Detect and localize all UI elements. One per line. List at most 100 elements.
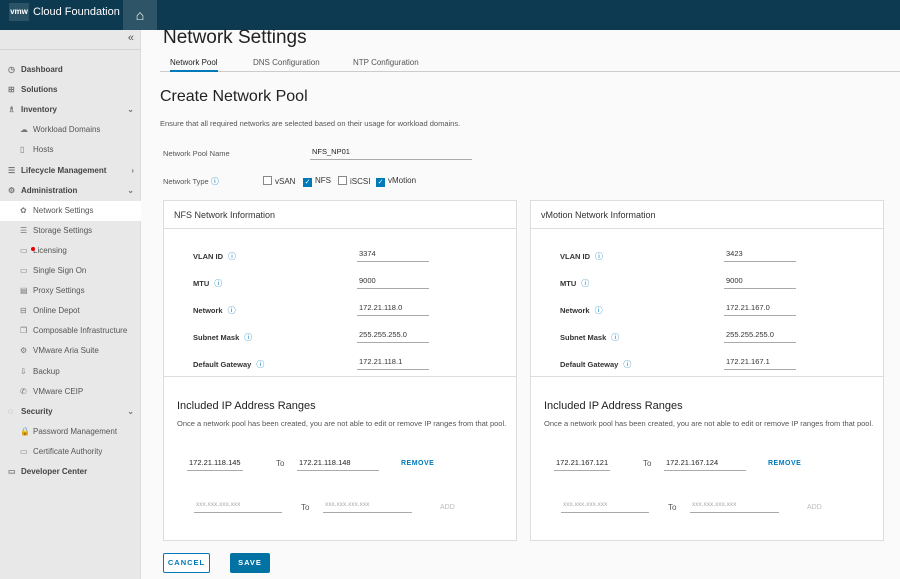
composable-infrastructure-icon: ❐ xyxy=(20,326,28,336)
network-label: Network ⓘ xyxy=(560,305,603,316)
info-icon[interactable]: ⓘ xyxy=(214,279,223,288)
mtu-input[interactable]: 9000 xyxy=(724,275,796,289)
chevron-icon[interactable]: ⌄ xyxy=(127,185,134,195)
sidebar-item-developer-center[interactable]: ▭ Developer Center xyxy=(0,462,141,482)
save-button[interactable]: SAVE xyxy=(230,553,270,573)
sidebar-item-online-depot[interactable]: ⊟ Online Depot xyxy=(0,301,141,321)
checkbox-vsan[interactable]: vSAN xyxy=(263,176,295,186)
sidebar-item-network-settings[interactable]: ✿ Network Settings xyxy=(0,200,141,221)
info-icon[interactable]: ⓘ xyxy=(244,333,253,342)
subnet-mask-label: Subnet Mask ⓘ xyxy=(193,332,252,343)
subnet-mask-input[interactable]: 255.255.255.0 xyxy=(724,329,796,343)
mtu-label: MTU ⓘ xyxy=(193,278,222,289)
inventory-icon: ♗ xyxy=(8,105,16,115)
network-input[interactable]: 172.21.118.0 xyxy=(357,302,429,316)
sidebar-item-proxy-settings[interactable]: ▤ Proxy Settings xyxy=(0,281,141,301)
collapse-sidebar-icon[interactable]: « xyxy=(127,32,134,44)
sidebar-item-security[interactable]: ◌ Security ⌄ xyxy=(0,402,141,422)
sidebar-item-hosts[interactable]: ▯ Hosts xyxy=(0,140,141,160)
tab-network-pool[interactable]: Network Pool xyxy=(170,58,218,72)
new-ip-to-input[interactable]: xxx.xxx.xxx.xxx xyxy=(323,499,412,513)
sidebar-item-composable-infrastructure[interactable]: ❐ Composable Infrastructure xyxy=(0,321,141,341)
nfs-network-information-card: NFS Network Information VLAN ID ⓘ 3374 MTU ⓘ 9… xyxy=(163,200,517,541)
sidebar-item-certificate-authority[interactable]: ▭ Certificate Authority xyxy=(0,442,141,462)
checkbox-box[interactable]: ✓ xyxy=(376,178,385,187)
workload-domains-icon: ☁ xyxy=(20,125,28,135)
sidebar-item-password-management[interactable]: 🔒 Password Management xyxy=(0,422,141,442)
sidebar-item-dashboard[interactable]: ◷ Dashboard xyxy=(0,60,141,80)
tab-dns-configuration[interactable]: DNS Configuration xyxy=(253,58,320,67)
checkbox-nfs[interactable]: ✓ NFS xyxy=(303,176,331,187)
cancel-button[interactable]: CANCEL xyxy=(163,553,210,573)
new-ip-from-input[interactable]: xxx.xxx.xxx.xxx xyxy=(561,499,649,513)
home-button[interactable]: ⌂ xyxy=(123,0,157,30)
info-icon[interactable]: ⓘ xyxy=(227,306,236,315)
add-button[interactable]: ADD xyxy=(807,504,822,511)
field-label: MTU xyxy=(560,279,577,288)
checkbox-vmotion[interactable]: ✓ vMotion xyxy=(376,176,416,187)
to-label: To xyxy=(668,503,677,512)
ip-range-from-input[interactable]: 172.21.167.121 xyxy=(554,457,610,471)
chevron-icon[interactable]: ⌄ xyxy=(127,105,134,115)
sidebar-item-label: Storage Settings xyxy=(33,225,93,235)
app-title: Cloud Foundation xyxy=(33,6,120,18)
mtu-label: MTU ⓘ xyxy=(560,278,589,289)
info-icon[interactable]: ⓘ xyxy=(611,333,620,342)
vlan-id-input[interactable]: 3423 xyxy=(724,248,796,262)
info-icon[interactable]: ⓘ xyxy=(256,360,265,369)
lifecycle-management-icon: ☰ xyxy=(8,165,16,175)
default-gateway-input[interactable]: 172.21.167.1 xyxy=(724,356,796,370)
form-title: Create Network Pool xyxy=(160,88,308,105)
proxy-settings-icon: ▤ xyxy=(20,286,28,296)
sidebar-item-licensing[interactable]: ▭ Licensing xyxy=(0,241,141,261)
checkbox-box[interactable] xyxy=(263,176,272,185)
checkbox-box[interactable] xyxy=(338,176,347,185)
chevron-icon[interactable]: › xyxy=(131,165,134,175)
checkbox-iscsi[interactable]: iSCSI xyxy=(338,176,370,186)
info-icon[interactable]: ⓘ xyxy=(210,177,219,186)
network-type-label: Network Type ⓘ xyxy=(163,176,219,187)
checkbox-box[interactable]: ✓ xyxy=(303,178,312,187)
info-icon[interactable]: ⓘ xyxy=(581,279,590,288)
sidebar-item-label: Inventory xyxy=(21,105,58,115)
default-gateway-label: Default Gateway ⓘ xyxy=(560,359,631,370)
sidebar-item-workload-domains[interactable]: ☁ Workload Domains xyxy=(0,120,141,140)
remove-button[interactable]: REMOVE xyxy=(401,460,435,467)
add-button[interactable]: ADD xyxy=(440,504,455,511)
ip-range-to-input[interactable]: 172.21.118.148 xyxy=(297,457,379,471)
sidebar-item-single-sign-on[interactable]: ▭ Single Sign On xyxy=(0,261,141,281)
info-icon[interactable]: ⓘ xyxy=(595,252,603,261)
default-gateway-input[interactable]: 172.21.118.1 xyxy=(357,356,429,370)
network-input[interactable]: 172.21.167.0 xyxy=(724,302,796,316)
tab-bar: Network Pool DNS Configuration NTP Confi… xyxy=(160,52,900,72)
tab-ntp-configuration[interactable]: NTP Configuration xyxy=(353,58,419,67)
checkbox-label: iSCSI xyxy=(350,177,371,186)
pool-name-input[interactable]: NFS_NP01 xyxy=(310,146,472,160)
page-title: Network Settings xyxy=(163,27,307,48)
chevron-icon[interactable]: ⌄ xyxy=(127,406,134,416)
vlan-id-input[interactable]: 3374 xyxy=(357,248,429,262)
remove-button[interactable]: REMOVE xyxy=(768,460,802,467)
sidebar-item-lifecycle-management[interactable]: ☰ Lifecycle Management › xyxy=(0,161,141,181)
sidebar-item-vmware-aria-suite[interactable]: ⚙ VMware Aria Suite xyxy=(0,341,141,361)
info-icon[interactable]: ⓘ xyxy=(594,306,603,315)
ip-range-to-input[interactable]: 172.21.167.124 xyxy=(664,457,746,471)
info-icon[interactable]: ⓘ xyxy=(623,360,632,369)
field-label: Default Gateway xyxy=(193,360,252,369)
sidebar-item-administration[interactable]: ⚙ Administration ⌄ xyxy=(0,181,141,201)
new-ip-from-input[interactable]: xxx.xxx.xxx.xxx xyxy=(194,499,282,513)
new-ip-to-input[interactable]: xxx.xxx.xxx.xxx xyxy=(690,499,779,513)
sidebar-item-vmware-ceip[interactable]: ✆ VMware CEIP xyxy=(0,382,141,402)
mtu-input[interactable]: 9000 xyxy=(357,275,429,289)
backup-icon: ⇩ xyxy=(20,366,27,376)
ip-ranges-description: Once a network pool has been created, yo… xyxy=(544,419,874,428)
network-label: Network ⓘ xyxy=(193,305,236,316)
sidebar-item-label: Administration xyxy=(21,185,78,195)
sidebar-item-storage-settings[interactable]: ☰ Storage Settings xyxy=(0,221,141,241)
info-icon[interactable]: ⓘ xyxy=(228,252,236,261)
sidebar-item-solutions[interactable]: ⊞ Solutions xyxy=(0,80,141,100)
sidebar-item-backup[interactable]: ⇩ Backup xyxy=(0,362,141,382)
ip-range-from-input[interactable]: 172.21.118.145 xyxy=(187,457,243,471)
subnet-mask-input[interactable]: 255.255.255.0 xyxy=(357,329,429,343)
sidebar-item-inventory[interactable]: ♗ Inventory ⌄ xyxy=(0,100,141,120)
